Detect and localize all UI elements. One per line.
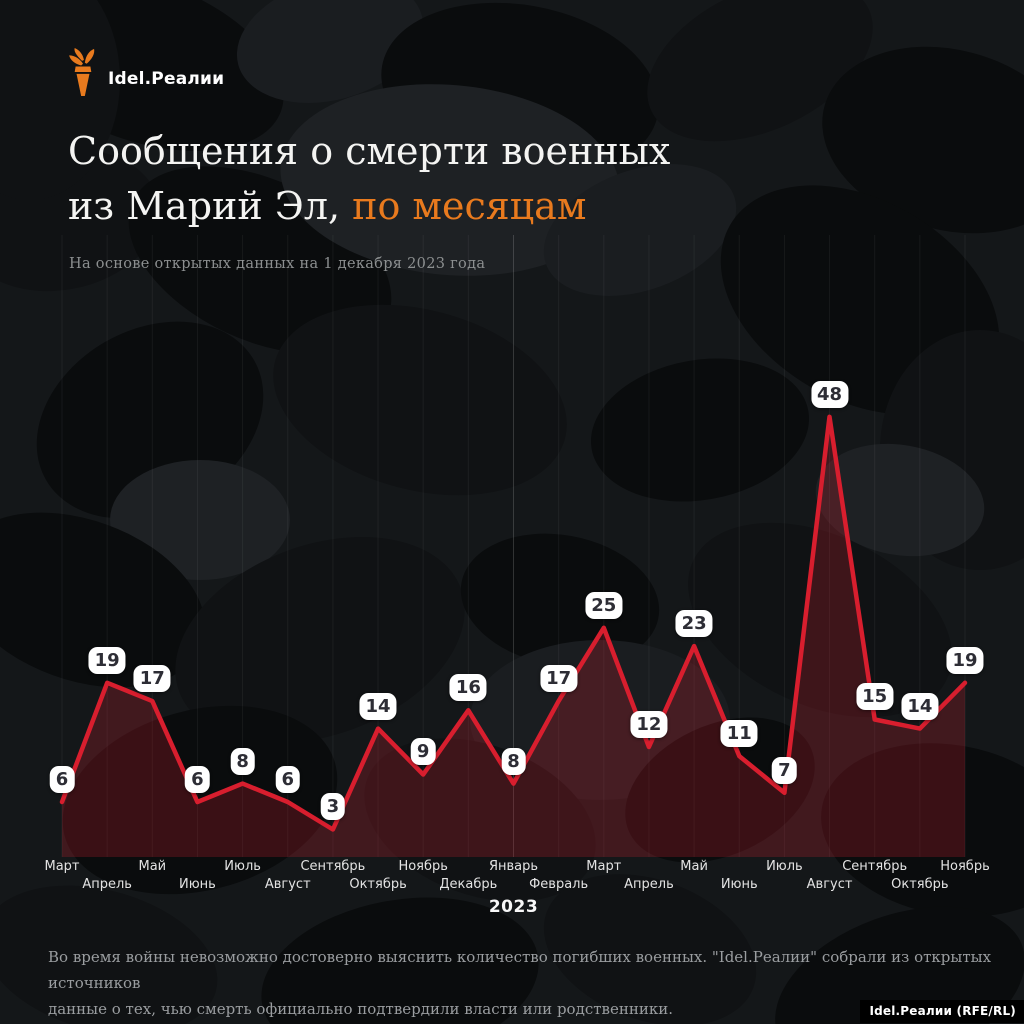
month-label: Июль [224, 859, 261, 874]
month-label: Декабрь [439, 877, 498, 892]
value-label: 8 [230, 747, 255, 775]
month-label: Август [806, 877, 853, 892]
value-label: 19 [946, 646, 984, 674]
month-label: Июль [766, 859, 803, 874]
value-label: 7 [772, 756, 797, 784]
value-label: 11 [720, 720, 758, 748]
value-label: 23 [675, 610, 713, 638]
value-label: 12 [630, 710, 668, 738]
logo-text: Idel.Реалии [108, 69, 225, 89]
page-title: Сообщения о смерти военных из Марий Эл, … [68, 124, 670, 234]
month-label: Март [586, 859, 622, 874]
chart-line [59, 414, 968, 832]
subtitle: На основе открытых данных на 1 декабря 2… [69, 256, 486, 272]
title-line-2: из Марий Эл, по месяцам [68, 184, 587, 228]
value-label: 6 [49, 765, 75, 793]
month-label: Октябрь [349, 877, 407, 892]
value-label: 3 [320, 793, 346, 821]
value-label: 17 [133, 665, 171, 693]
month-label: Ноябрь [940, 859, 990, 874]
month-label: Октябрь [891, 877, 949, 892]
footnote-line-2: данные о тех, чью смерть официально подт… [48, 1000, 673, 1018]
value-label: 9 [410, 738, 436, 766]
value-label: 19 [88, 646, 126, 674]
month-label: Сентябрь [842, 859, 908, 874]
month-label: Сентябрь [300, 859, 366, 874]
month-label: Август [264, 877, 311, 892]
month-label: Апрель [624, 877, 674, 892]
month-label: Май [138, 859, 167, 874]
month-label: Июнь [179, 877, 216, 892]
title-accent: по месяцам [352, 184, 587, 228]
footnote-line-1: Во время войны невозможно достоверно выя… [48, 948, 992, 992]
month-label: Февраль [529, 877, 589, 892]
month-label: Июнь [720, 877, 758, 892]
torch-icon [69, 48, 95, 96]
value-label: 15 [856, 683, 894, 711]
year-label: 2023 [488, 897, 539, 917]
credit-badge: Idel.Реалии (RFE/RL) [860, 1000, 1024, 1023]
value-label: 8 [501, 747, 526, 775]
value-label: 17 [540, 665, 578, 693]
value-label: 6 [185, 765, 210, 793]
chart-area-fill [62, 416, 965, 857]
month-label: Ноябрь [398, 859, 448, 874]
month-label: Март [44, 859, 80, 874]
month-label: Апрель [82, 877, 132, 892]
value-label: 6 [275, 765, 301, 793]
month-label: Май [680, 859, 708, 874]
title-line-1: Сообщения о смерти военных [68, 129, 671, 173]
value-label: 16 [449, 674, 487, 702]
logo: Idel.Реалии [66, 48, 224, 96]
month-label: Январь [488, 859, 539, 874]
value-label: 48 [811, 380, 849, 408]
value-label: 25 [585, 591, 623, 619]
value-label: 14 [901, 692, 939, 720]
footnote: Во время войны невозможно достоверно выя… [48, 944, 1024, 1022]
value-label: 14 [359, 692, 397, 720]
